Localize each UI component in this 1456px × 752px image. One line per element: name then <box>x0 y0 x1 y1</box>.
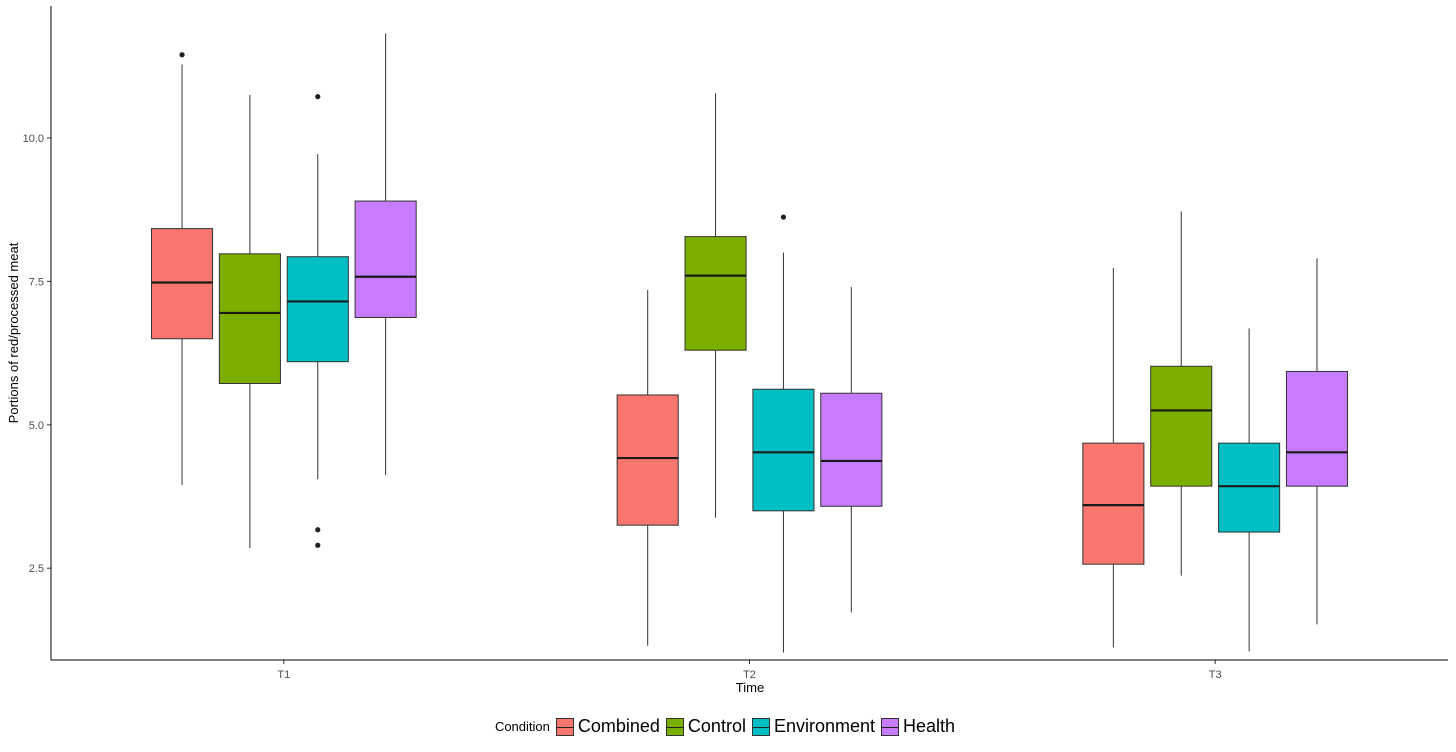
y-tick-label: 5.0 <box>29 420 44 432</box>
box-control-t1 <box>218 94 281 549</box>
box-series <box>150 33 1349 653</box>
box-environment-t3 <box>1218 328 1281 652</box>
legend: Condition Combined Control Environment H… <box>0 716 1456 737</box>
iqr-box <box>218 253 281 384</box>
box-health-t2 <box>820 287 883 613</box>
legend-title: Condition <box>494 719 550 734</box>
outlier-point <box>179 52 185 58</box>
legend-key-environment <box>751 717 770 736</box>
legend-item-control: Control <box>665 716 746 737</box>
iqr-box <box>752 388 815 512</box>
box-health-t1 <box>354 33 417 476</box>
legend-key-control <box>665 717 684 736</box>
y-axis-ticks: 2.5 5.0 7.5 10.0 <box>23 133 51 575</box>
iqr-box <box>286 256 349 363</box>
iqr-box <box>1150 365 1213 487</box>
y-tick-label: 10.0 <box>23 133 44 145</box>
outlier-point <box>780 214 787 220</box>
outlier-point <box>315 94 321 100</box>
x-tick-label: T1 <box>277 669 290 681</box>
iqr-box <box>684 236 747 351</box>
outlier-point <box>315 542 321 548</box>
box-combined-t1 <box>150 52 214 486</box>
iqr-box <box>1285 370 1349 487</box>
box-combined-t3 <box>1082 268 1145 648</box>
y-axis-title: Portions of red/processed meat <box>6 242 21 423</box>
x-tick-label: T3 <box>1209 669 1222 681</box>
box-environment-t1 <box>286 94 349 548</box>
legend-key-combined <box>555 717 574 736</box>
legend-label-health: Health <box>903 716 956 736</box>
legend-label-control: Control <box>687 716 746 736</box>
legend-item-health: Health <box>881 716 955 737</box>
iqr-box <box>616 394 679 526</box>
iqr-box <box>150 228 214 340</box>
legend-label-environment: Environment <box>773 716 876 736</box>
legend-item-environment: Environment <box>751 716 876 737</box>
outlier-point <box>315 527 321 533</box>
iqr-box <box>354 200 417 319</box>
box-health-t3 <box>1285 258 1349 625</box>
iqr-box <box>820 392 883 507</box>
box-environment-t2 <box>752 214 815 653</box>
x-tick-label: T2 <box>743 669 756 681</box>
box-control-t3 <box>1150 211 1213 576</box>
box-combined-t2 <box>616 289 679 646</box>
y-tick-label: 7.5 <box>29 276 44 288</box>
x-axis-title: Time <box>736 680 764 695</box>
legend-key-health <box>881 717 900 736</box>
legend-item-combined: Combined <box>555 716 660 737</box>
legend-label-combined: Combined <box>577 716 660 736</box>
box-control-t2 <box>684 93 747 518</box>
iqr-box <box>1218 442 1281 533</box>
y-tick-label: 2.5 <box>29 563 44 575</box>
x-axis-ticks: T1 T2 T3 <box>277 660 1222 681</box>
iqr-box <box>1082 442 1145 565</box>
